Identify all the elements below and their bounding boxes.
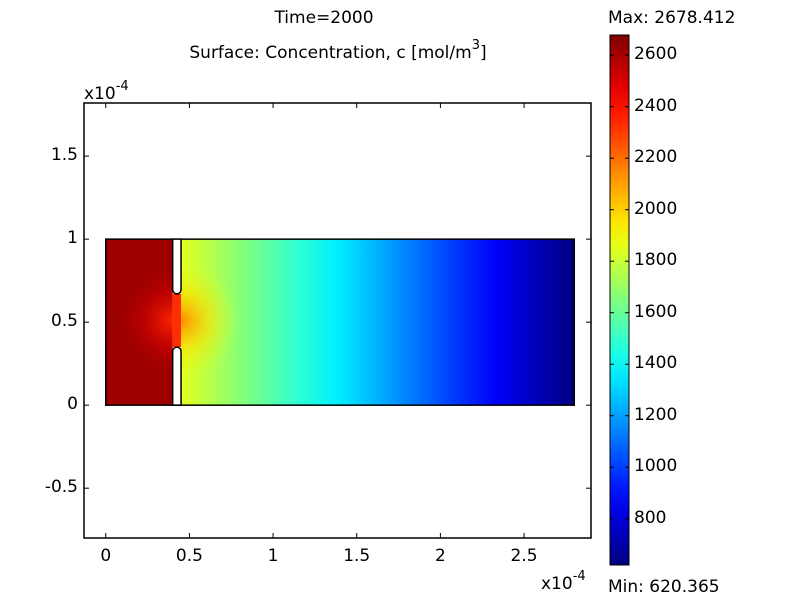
x-axis-multiplier: x10-4 bbox=[541, 569, 586, 594]
chart-title: Time=2000 bbox=[274, 8, 374, 28]
y-multiplier-base: x10 bbox=[84, 84, 116, 104]
slit-gap-fill bbox=[172, 293, 182, 348]
colorbar-max-label: Max: 2678.412 bbox=[608, 8, 736, 28]
x-tick-label: 0 bbox=[100, 546, 112, 566]
chart-subtitle: Surface: Concentration, c [mol/m3] bbox=[0, 38, 676, 63]
slit-wall-lower bbox=[171, 346, 182, 406]
x-tick-label: 2 bbox=[434, 546, 446, 566]
colorbar-tick-label: 2200 bbox=[634, 147, 678, 168]
x-tick-label: 2.5 bbox=[510, 546, 538, 566]
y-multiplier-exponent: -4 bbox=[115, 79, 129, 94]
y-tick-label: 1 bbox=[67, 228, 78, 249]
subtitle-exponent: 3 bbox=[471, 38, 480, 53]
axis-tick-marks bbox=[84, 103, 591, 538]
x-tick-label: 1 bbox=[267, 546, 279, 566]
x-multiplier-base: x10 bbox=[541, 574, 573, 594]
x-multiplier-exponent: -4 bbox=[572, 569, 586, 584]
colorbar-tick-marks bbox=[610, 54, 629, 520]
y-tick-label: -0.5 bbox=[44, 477, 78, 498]
axes-frame bbox=[83, 102, 592, 539]
colorbar-min-label: Min: 620.365 bbox=[608, 577, 720, 597]
domain-outline bbox=[105, 238, 576, 406]
colorbar-tick-label: 2400 bbox=[634, 95, 678, 116]
colorbar-tick-label: 1200 bbox=[634, 404, 678, 425]
subtitle-suffix: ] bbox=[479, 43, 487, 63]
colorbar-tick-label: 1800 bbox=[634, 250, 678, 271]
y-tick-label: 0 bbox=[67, 394, 78, 415]
x-tick-label: 0.5 bbox=[175, 546, 203, 566]
concentration-surface bbox=[105, 238, 576, 406]
colorbar-tick-label: 1000 bbox=[634, 456, 678, 477]
colorbar bbox=[609, 34, 630, 566]
left-chamber-glow bbox=[105, 239, 173, 406]
colorbar-tick-label: 800 bbox=[634, 507, 667, 528]
y-tick-label: 1.5 bbox=[50, 145, 78, 166]
colorbar-tick-label: 2000 bbox=[634, 198, 678, 219]
y-axis-multiplier: x10-4 bbox=[84, 79, 129, 104]
x-tick-label: 1.5 bbox=[343, 546, 371, 566]
colorbar-tick-label: 2600 bbox=[634, 44, 678, 65]
right-chamber-glow bbox=[181, 239, 575, 406]
slit-wall-upper bbox=[171, 238, 182, 295]
subtitle-text: Surface: Concentration, c [mol/m bbox=[189, 43, 472, 63]
y-tick-label: 0.5 bbox=[50, 311, 78, 332]
colorbar-tick-label: 1600 bbox=[634, 301, 678, 322]
colorbar-tick-label: 1400 bbox=[634, 353, 678, 374]
